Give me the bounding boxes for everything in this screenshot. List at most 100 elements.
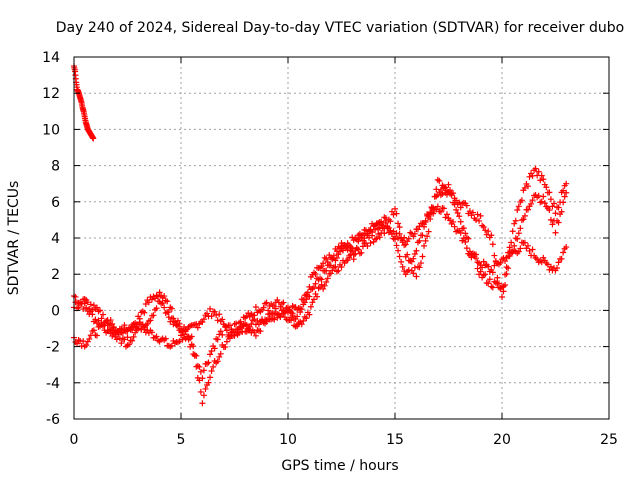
y-tick-label: 2 <box>51 267 60 283</box>
data-point <box>121 336 128 343</box>
data-point <box>229 328 236 335</box>
data-point <box>344 246 351 253</box>
data-point <box>477 212 484 219</box>
data-point <box>266 316 273 323</box>
data-point <box>211 345 218 352</box>
data-point <box>271 303 278 310</box>
data-point <box>277 313 284 320</box>
data-point <box>561 193 568 200</box>
data-point <box>202 385 209 392</box>
x-tick-label: 20 <box>493 432 511 448</box>
data-point <box>439 190 446 197</box>
data-point <box>100 311 107 318</box>
y-tick-label: -4 <box>46 376 60 392</box>
data-point <box>226 335 233 342</box>
data-point <box>427 216 434 223</box>
data-point <box>239 328 246 335</box>
data-point <box>251 312 258 319</box>
data-point <box>550 200 557 207</box>
data-point <box>223 324 230 331</box>
data-point <box>445 181 452 188</box>
data-point <box>92 316 99 323</box>
data-point <box>382 219 389 226</box>
data-point <box>239 323 246 330</box>
y-tick-label: -2 <box>46 340 60 356</box>
data-point <box>528 200 535 207</box>
data-point <box>421 242 428 249</box>
data-point <box>89 306 96 313</box>
data-point <box>251 329 258 336</box>
data-point <box>471 251 478 258</box>
data-point <box>546 207 553 214</box>
data-point <box>193 363 200 370</box>
data-point <box>95 317 102 324</box>
data-point <box>540 176 547 183</box>
chart-plot-area <box>71 63 570 407</box>
data-point <box>208 313 215 320</box>
data-point <box>93 304 100 311</box>
data-point <box>421 223 428 230</box>
data-point <box>107 317 114 324</box>
data-point <box>216 353 223 360</box>
data-point <box>126 341 133 348</box>
data-point <box>176 320 183 327</box>
data-point <box>422 237 429 244</box>
data-point <box>324 258 331 265</box>
data-point <box>543 184 550 191</box>
x-tick-label: 0 <box>70 432 79 448</box>
data-point <box>98 315 105 322</box>
data-point <box>547 216 554 223</box>
data-point <box>512 217 519 224</box>
data-point <box>121 322 128 329</box>
data-point <box>109 333 116 340</box>
data-point <box>263 299 270 306</box>
data-point <box>118 340 125 347</box>
data-point <box>373 235 380 242</box>
data-point <box>200 392 207 399</box>
data-point <box>86 305 93 312</box>
data-point <box>514 235 521 242</box>
data-point <box>153 305 160 312</box>
data-point <box>116 335 123 342</box>
data-point <box>555 204 562 211</box>
data-point <box>312 280 319 287</box>
data-point <box>90 327 97 334</box>
data-point <box>460 235 467 242</box>
data-point <box>340 247 347 254</box>
data-point <box>219 316 226 323</box>
data-point <box>489 241 496 248</box>
data-point <box>497 285 504 292</box>
data-point <box>174 317 181 324</box>
data-point <box>217 328 224 335</box>
data-point <box>416 237 423 244</box>
data-point <box>473 216 480 223</box>
data-point <box>521 239 528 246</box>
y-tick-label: 8 <box>51 159 60 175</box>
data-point <box>333 254 340 261</box>
data-point <box>500 288 507 295</box>
data-point <box>207 351 214 358</box>
data-point <box>136 315 143 322</box>
data-point <box>207 374 214 381</box>
data-point <box>78 342 85 349</box>
data-point <box>124 334 131 341</box>
data-point <box>96 307 103 314</box>
data-point <box>162 335 169 342</box>
data-point <box>281 308 288 315</box>
data-point <box>171 318 178 325</box>
data-point <box>505 253 512 260</box>
data-point <box>521 184 528 191</box>
data-point <box>401 268 408 275</box>
data-point <box>304 289 311 296</box>
data-point <box>332 263 339 270</box>
data-point <box>210 363 217 370</box>
data-point <box>555 259 562 266</box>
data-point <box>440 183 447 190</box>
data-point <box>243 313 250 320</box>
data-point <box>314 293 321 300</box>
data-point <box>381 230 388 237</box>
data-point <box>398 235 405 242</box>
data-point <box>364 242 371 249</box>
data-point <box>90 135 97 142</box>
